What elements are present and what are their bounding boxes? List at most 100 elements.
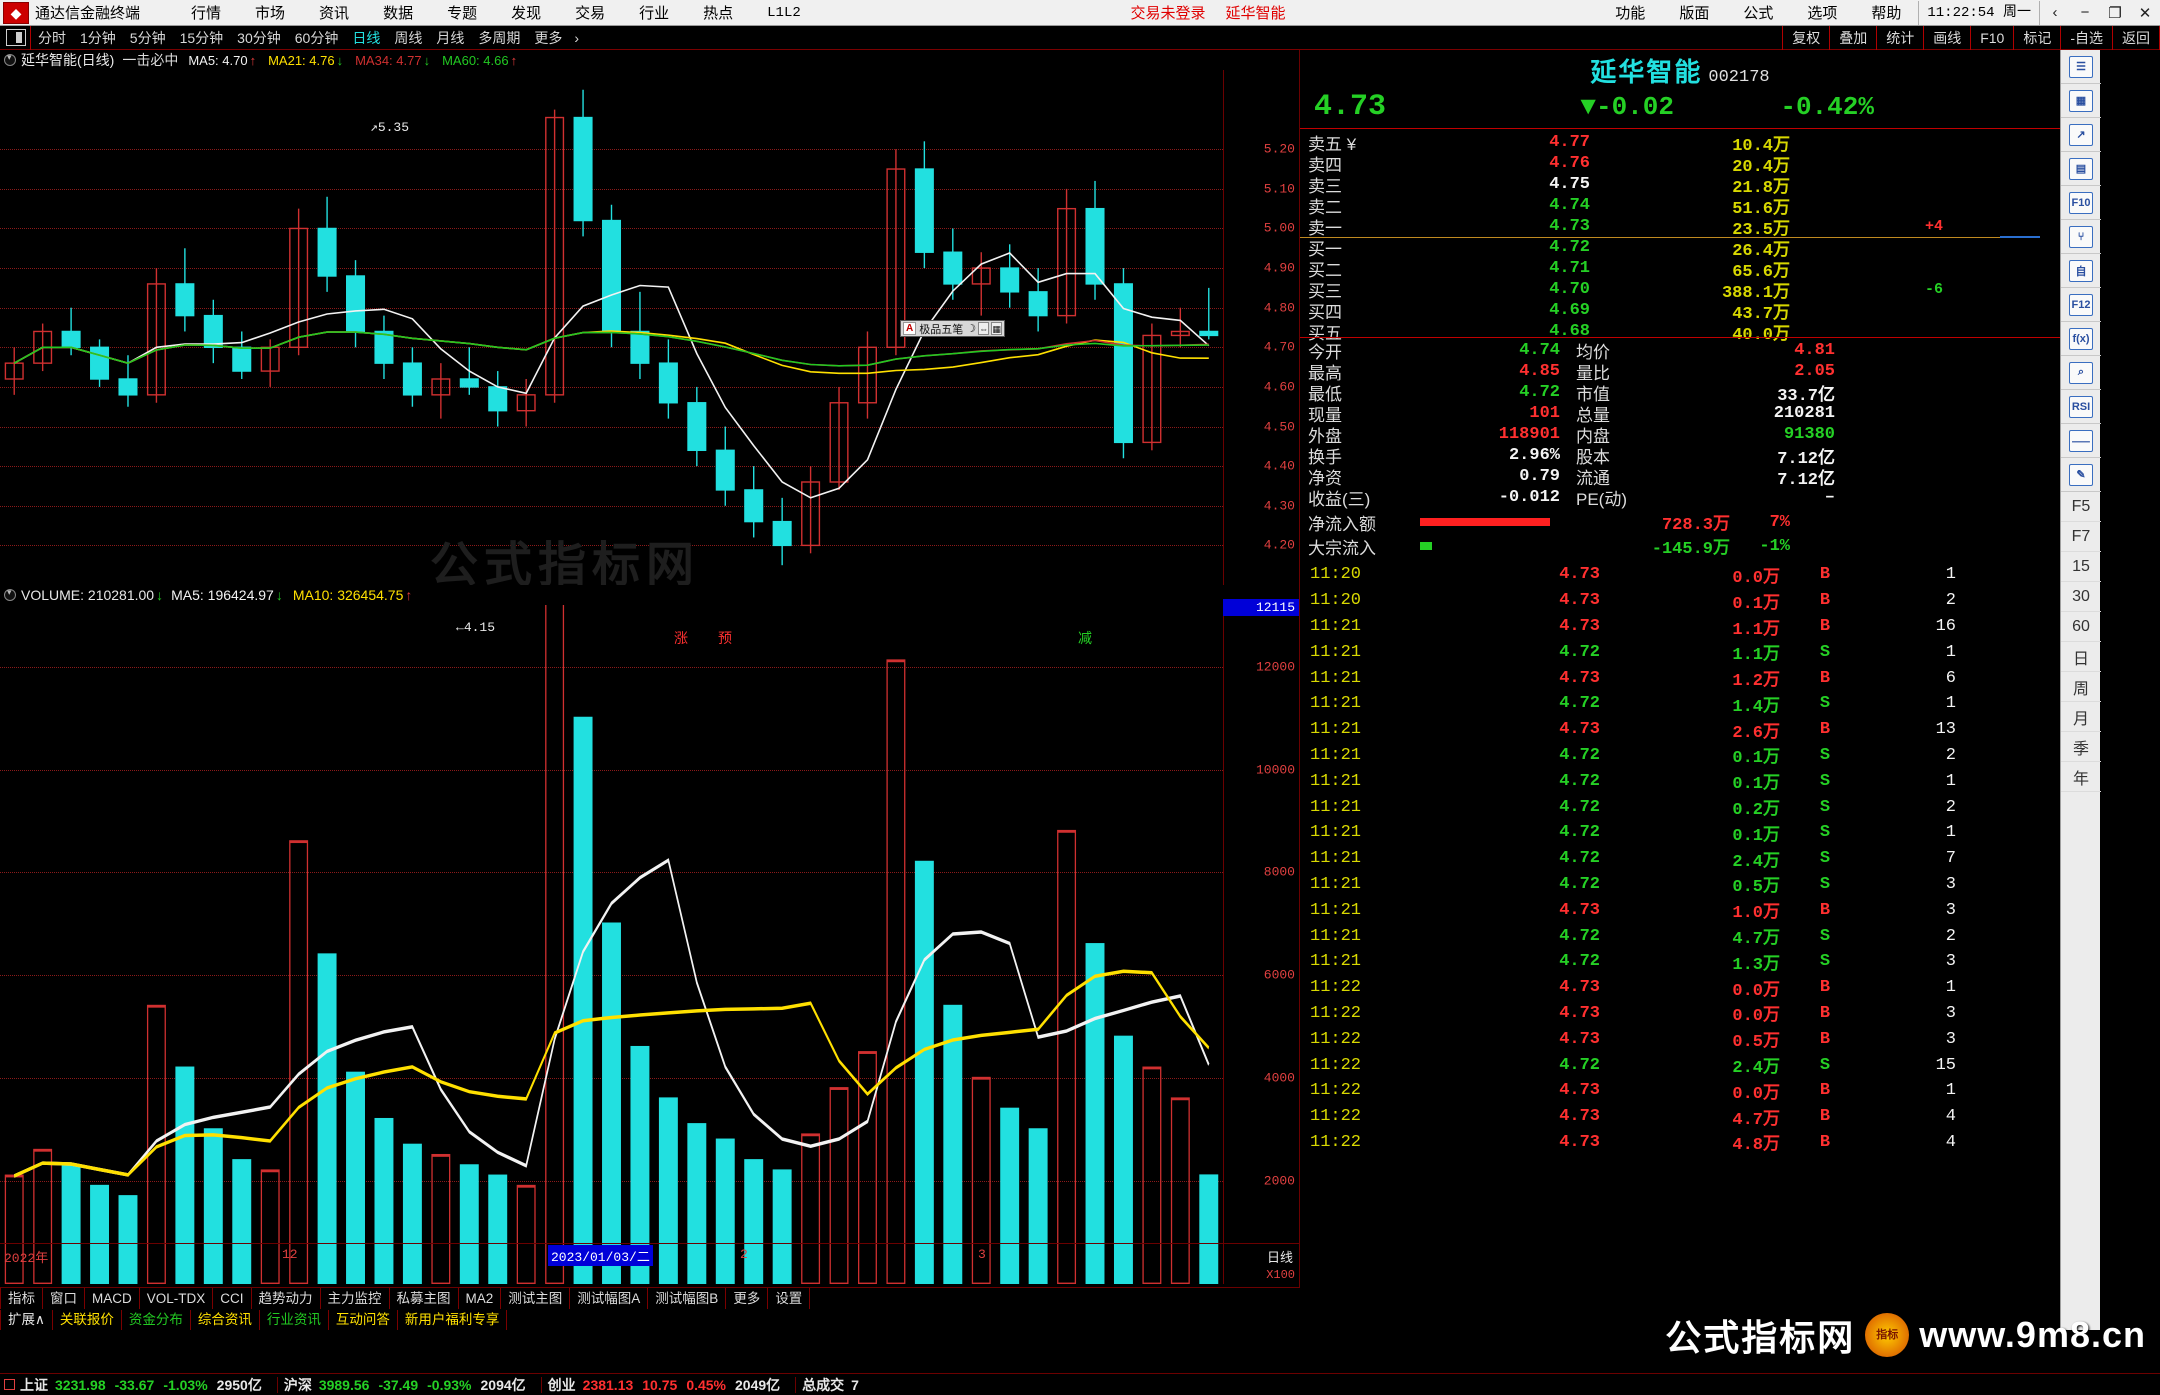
- rail-shortcut-15[interactable]: 15: [2061, 552, 2101, 582]
- menu-item-hangye[interactable]: 行业: [639, 5, 670, 22]
- button-zixuan[interactable]: -自选: [2060, 25, 2112, 50]
- tab-qushidongli[interactable]: 趋势动力: [252, 1288, 321, 1309]
- tick-row[interactable]: 11:21 4.73 2.6万 B 13: [1300, 717, 2060, 743]
- ime-moon-icon[interactable]: ☽: [966, 323, 977, 335]
- rail-shortcut-日[interactable]: 日: [2061, 642, 2101, 672]
- pen-icon[interactable]: ✎: [2061, 458, 2101, 492]
- tick-row[interactable]: 11:22 4.73 4.7万 B 4: [1300, 1104, 2060, 1130]
- close-icon[interactable]: ✕: [2138, 4, 2152, 22]
- tick-row[interactable]: 11:22 4.73 4.8万 B 4: [1300, 1130, 2060, 1156]
- menu-item-zixun[interactable]: 资讯: [319, 5, 350, 22]
- rail-shortcut-30[interactable]: 30: [2061, 582, 2101, 612]
- table-icon[interactable]: ▤: [2061, 152, 2101, 186]
- tab-cci[interactable]: CCI: [213, 1288, 252, 1309]
- period-daily[interactable]: 日线: [352, 29, 381, 46]
- button-f10[interactable]: F10: [1970, 25, 2013, 50]
- tick-row[interactable]: 11:21 4.72 2.4万 S 7: [1300, 846, 2060, 872]
- rail-shortcut-f7[interactable]: F7: [2061, 522, 2101, 552]
- tick-row[interactable]: 11:21 4.72 1.3万 S 3: [1300, 949, 2060, 975]
- tick-row[interactable]: 11:21 4.72 1.4万 S 1: [1300, 691, 2060, 717]
- menu-item-hangqing[interactable]: 行情: [191, 5, 222, 22]
- rail-shortcut-周[interactable]: 周: [2061, 672, 2101, 702]
- ime-switch-icon[interactable]: ⇔: [978, 322, 990, 335]
- menu-item-redian[interactable]: 热点: [703, 5, 734, 22]
- period-5min[interactable]: 5分钟: [129, 29, 166, 46]
- rail-shortcut-季[interactable]: 季: [2061, 732, 2101, 762]
- menu-item-shuju[interactable]: 数据: [383, 5, 414, 22]
- subtab-hudongwenda[interactable]: 互动问答: [329, 1309, 398, 1330]
- tab-zhulijiankong[interactable]: 主力监控: [321, 1288, 390, 1309]
- fx-icon[interactable]: f(x): [2061, 322, 2101, 356]
- rail-button-rsi[interactable]: RSI: [2061, 390, 2101, 424]
- grid-icon[interactable]: ▦: [2061, 84, 2101, 118]
- period-1min[interactable]: 1分钟: [80, 29, 116, 46]
- tick-row[interactable]: 11:21 4.72 0.1万 S 1: [1300, 768, 2060, 795]
- tick-row[interactable]: 11:21 4.73 1.2万 B 6: [1300, 665, 2060, 692]
- order-book-row[interactable]: 卖五 ¥ 4.77 10.4万: [1300, 132, 2060, 156]
- subtab-xinyonghufuli[interactable]: 新用户福利专享: [398, 1309, 508, 1330]
- tab-ceshifutuB[interactable]: 测试幅图B: [648, 1288, 727, 1309]
- rail-shortcut-月[interactable]: 月: [2061, 702, 2101, 732]
- order-book-row[interactable]: 卖四 4.76 20.4万: [1300, 153, 2060, 177]
- subtab-hangyezixun[interactable]: 行业资讯: [260, 1309, 329, 1330]
- period-30min[interactable]: 30分钟: [237, 29, 281, 46]
- button-fanhui[interactable]: 返回: [2112, 25, 2160, 50]
- volume-menu-icon[interactable]: [4, 587, 16, 601]
- order-book-row[interactable]: 卖二 4.74 51.6万: [1300, 195, 2060, 219]
- price-plot-canvas[interactable]: 公式指标网: [0, 70, 1223, 585]
- button-diejia[interactable]: 叠加: [1829, 25, 1876, 50]
- back-icon[interactable]: ‹: [2052, 4, 2058, 21]
- rail-shortcut-60[interactable]: 60: [2061, 612, 2101, 642]
- tick-row[interactable]: 11:21 4.73 1.0万 B 3: [1300, 897, 2060, 924]
- tab-simuzhutu[interactable]: 私募主图: [390, 1288, 459, 1309]
- status-square-icon[interactable]: [4, 1379, 15, 1390]
- order-book-row[interactable]: 买四 4.69 43.7万: [1300, 300, 2060, 324]
- minimize-icon[interactable]: −: [2080, 4, 2090, 21]
- tick-row[interactable]: 11:21 4.72 0.2万 S 2: [1300, 794, 2060, 821]
- tick-row[interactable]: 11:22 4.73 0.0万 B 1: [1300, 1078, 2060, 1104]
- period-monthly[interactable]: 月线: [436, 29, 465, 46]
- order-book-row[interactable]: 卖一 4.73 23.5万 +4: [1300, 216, 2060, 240]
- list-icon[interactable]: ☰: [2061, 50, 2101, 84]
- tab-ma2[interactable]: MA2: [459, 1288, 502, 1309]
- tick-row[interactable]: 11:20 4.73 0.1万 B 2: [1300, 588, 2060, 614]
- tick-row[interactable]: 11:22 4.73 0.5万 B 3: [1300, 1026, 2060, 1053]
- menu-item-gongneng[interactable]: 功能: [1615, 5, 1646, 22]
- tick-row[interactable]: 11:21 4.72 0.5万 S 3: [1300, 872, 2060, 898]
- rail-button-f10[interactable]: F10: [2061, 186, 2101, 220]
- order-book-row[interactable]: 买一 4.72 26.4万: [1300, 237, 2060, 261]
- order-book-row[interactable]: 买五 4.68 40.0万: [1300, 321, 2060, 345]
- tick-row[interactable]: 11:21 4.72 0.1万 S 1: [1300, 820, 2060, 846]
- period-fenshi[interactable]: 分时: [38, 29, 66, 46]
- rail-shortcut-f5[interactable]: F5: [2061, 492, 2101, 522]
- tick-row[interactable]: 11:20 4.73 0.0万 B 1: [1300, 562, 2060, 588]
- rail-button-f12[interactable]: F12: [2061, 288, 2101, 322]
- subtab-guanlianbaojia[interactable]: 关联报价: [53, 1309, 122, 1330]
- tick-row[interactable]: 11:21 4.73 1.1万 B 16: [1300, 614, 2060, 640]
- period-multi[interactable]: 多周期: [478, 29, 521, 46]
- menu-item-jiaoyi[interactable]: 交易: [575, 5, 606, 22]
- search-icon[interactable]: ⌕: [2061, 356, 2101, 390]
- maximize-icon[interactable]: ❐: [2108, 4, 2122, 22]
- tick-row[interactable]: 11:22 4.73 0.0万 B 3: [1300, 1001, 2060, 1027]
- tab-ceshifutuA[interactable]: 测试幅图A: [570, 1288, 649, 1309]
- price-chart[interactable]: 延华智能(日线) 一击必中 MA5: 4.70 MA21: 4.76 MA34:…: [0, 50, 1299, 646]
- ime-floating-toolbar[interactable]: A 极品五笔 ☽ ⇔ ▦: [900, 320, 1006, 337]
- volume-plot-canvas[interactable]: [0, 605, 1223, 1284]
- period-15min[interactable]: 15分钟: [179, 29, 224, 46]
- tab-macd[interactable]: MACD: [85, 1288, 140, 1309]
- chart-icon[interactable]: ↗: [2061, 118, 2101, 152]
- subtab-zongheZixun[interactable]: 综合资讯: [191, 1309, 260, 1330]
- tick-row[interactable]: 11:21 4.72 1.1万 S 1: [1300, 639, 2060, 666]
- menu-item-banmian[interactable]: 版面: [1679, 5, 1710, 22]
- period-60min[interactable]: 60分钟: [294, 29, 339, 46]
- order-book-row[interactable]: 买三 4.70 388.1万 -6: [1300, 279, 2060, 303]
- rail-shortcut-年[interactable]: 年: [2061, 762, 2101, 792]
- tick-row[interactable]: 11:21 4.72 0.1万 S 2: [1300, 743, 2060, 769]
- button-huaxian[interactable]: 画线: [1923, 25, 1970, 50]
- tick-row[interactable]: 11:22 4.72 2.4万 S 15: [1300, 1052, 2060, 1079]
- ime-mode-badge[interactable]: A: [903, 322, 917, 335]
- menu-item-xuanxiang[interactable]: 选项: [1807, 5, 1838, 22]
- stock-quicklink[interactable]: 延华智能: [1225, 5, 1286, 22]
- button-fuquan[interactable]: 复权: [1782, 25, 1829, 50]
